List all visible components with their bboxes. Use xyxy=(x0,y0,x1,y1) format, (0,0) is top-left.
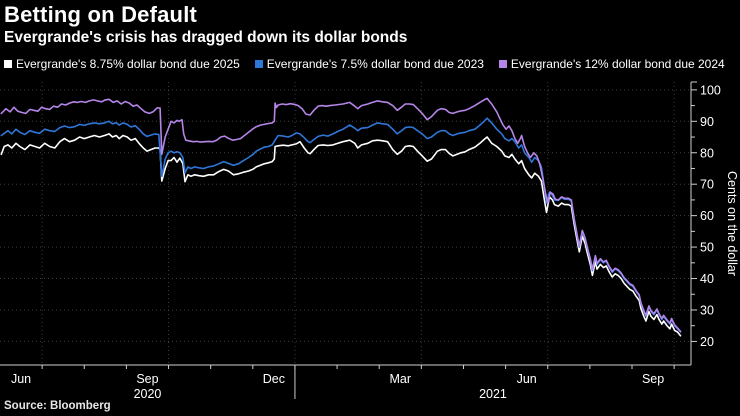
y-tick-label: 20 xyxy=(700,335,714,349)
legend-item-bond-2024: Evergrande's 12% dollar bond due 2024 xyxy=(498,57,725,71)
y-tick-label: 50 xyxy=(700,241,714,255)
chart-subtitle: Evergrande's crisis has dragged down its… xyxy=(4,29,408,46)
legend: Evergrande's 8.75% dollar bond due 2025 … xyxy=(4,57,725,71)
y-tick-label: 30 xyxy=(700,303,714,317)
y-tick-label: 70 xyxy=(700,178,714,192)
x-tick-label: Sep xyxy=(136,372,158,386)
legend-label: Evergrande's 7.5% dollar bond due 2023 xyxy=(266,57,484,71)
legend-item-bond-2023: Evergrande's 7.5% dollar bond due 2023 xyxy=(254,57,484,71)
legend-label: Evergrande's 8.75% dollar bond due 2025 xyxy=(16,57,240,71)
x-tick-label: Sep xyxy=(642,372,664,386)
y-tick-label: 90 xyxy=(700,115,714,129)
source-label: Source: Bloomberg xyxy=(4,400,111,412)
legend-swatch-icon xyxy=(498,60,507,68)
x-tick-label: Jun xyxy=(11,372,31,386)
y-tick-label: 100 xyxy=(700,83,721,97)
legend-swatch-icon xyxy=(4,60,12,68)
series-line xyxy=(0,117,682,333)
series-line xyxy=(0,133,682,337)
year-label: 2021 xyxy=(479,387,507,401)
y-tick-label: 80 xyxy=(700,146,714,160)
y-axis-title: Cents on the dollar xyxy=(725,171,739,276)
legend-item-bond-2025: Evergrande's 8.75% dollar bond due 2025 xyxy=(4,57,240,71)
x-tick-label: Jun xyxy=(517,372,537,386)
legend-label: Evergrande's 12% dollar bond due 2024 xyxy=(510,57,725,71)
year-label: 2020 xyxy=(134,387,162,401)
legend-swatch-icon xyxy=(254,60,263,68)
y-tick-label: 60 xyxy=(700,209,714,223)
y-tick-label: 40 xyxy=(700,272,714,286)
x-tick-label: Mar xyxy=(390,372,412,386)
page-title: Betting on Default xyxy=(4,2,198,27)
x-tick-label: Dec xyxy=(263,372,285,386)
series-line xyxy=(0,97,682,333)
